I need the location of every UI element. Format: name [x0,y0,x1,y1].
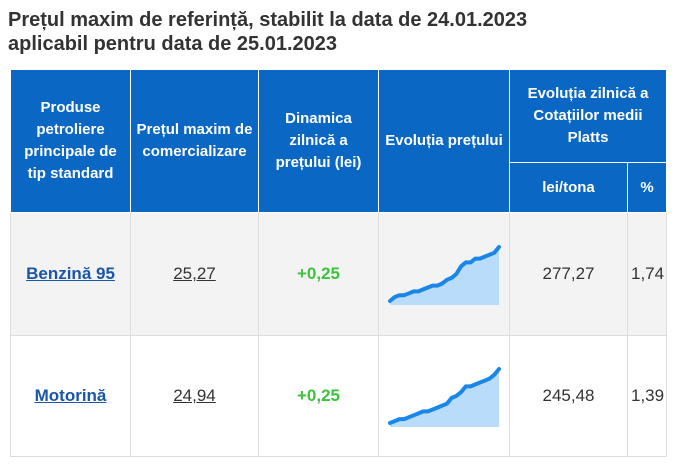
platts-percent-value: 1,74 [631,264,665,283]
max-price-value[interactable]: 24,94 [173,386,216,405]
header-product: Produse petroliere principale de tip sta… [10,69,131,213]
subheader-row: lei/tona % [11,162,668,213]
price-cell: 25,27 [130,212,259,336]
sparkline-cell [378,212,510,336]
sparkline-line [387,367,501,425]
sparkline-cell [378,335,510,457]
daily-change-value: +0,25 [296,386,340,405]
header-platts: Evoluția zilnică a Cotațiilor medii Plat… [508,69,668,163]
header-daily-dynamic: Dinamica zilnică a prețului (lei) [258,69,379,213]
product-cell: Benzină 95 [10,212,131,336]
product-link-benzina-95[interactable]: Benzină 95 [26,264,115,283]
percent-cell: 1,39 [626,335,668,457]
platts-lei-tona-value: 245,48 [542,386,595,405]
change-cell: +0,25 [258,335,379,457]
header-percent: % [626,162,668,213]
header-row: Produse petroliere principale de tip sta… [10,69,668,213]
platts-lei-tona-value: 277,27 [542,264,595,283]
sparkline-line [387,245,501,303]
header-max-price: Prețul maxim de comercializare [130,69,259,213]
lei-tona-cell: 277,27 [509,212,628,336]
price-sparkline [387,367,501,427]
price-sparkline [387,245,501,305]
product-link-motorina[interactable]: Motorină [34,386,107,405]
platts-percent-value: 1,39 [631,386,665,405]
title-line-1: Prețul maxim de referință, stabilit la d… [8,9,528,31]
price-table: Produse petroliere principale de tip sta… [10,69,668,457]
page-title: Prețul maxim de referință, stabilit la d… [8,8,668,56]
header-price-evolution: Evoluția prețului [378,69,510,213]
table-row: Motorină 24,94 +0,25 245,48 1,39 [10,335,668,457]
change-cell: +0,25 [258,212,379,336]
header-lei-tona: lei/tona [509,162,628,213]
daily-change-value: +0,25 [296,264,340,283]
percent-cell: 1,74 [626,212,668,336]
price-cell: 24,94 [130,335,259,457]
title-line-2: aplicabil pentru data de 25.01.2023 [8,33,338,55]
table-row: Benzină 95 25,27 +0,25 277,27 1,74 [10,212,668,336]
max-price-value[interactable]: 25,27 [173,264,216,283]
lei-tona-cell: 245,48 [509,335,628,457]
product-cell: Motorină [10,335,131,457]
sparkline-area [389,369,499,427]
